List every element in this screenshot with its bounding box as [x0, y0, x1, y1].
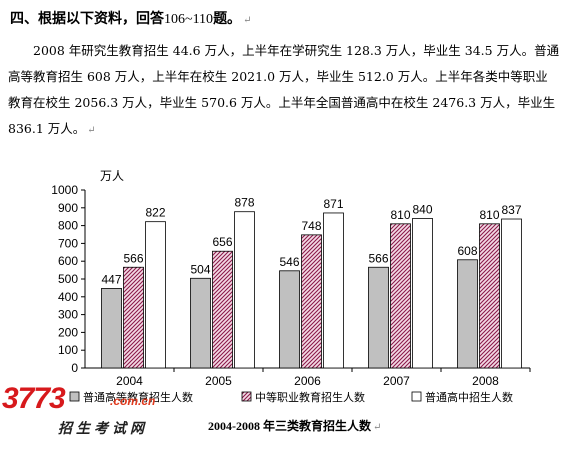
y-tick-label: 100 [58, 343, 78, 357]
legend-label-1: 中等职业教育招生人数 [255, 390, 365, 404]
return-mark-icon: ↵ [373, 422, 382, 433]
bar-data-label: 566 [368, 251, 388, 265]
bar-series-2-2006 [323, 212, 344, 369]
x-tick-label-2007: 2007 [383, 374, 410, 388]
bar-series-2-2004 [145, 221, 166, 369]
bar-data-label: 822 [145, 206, 165, 220]
x-tick-label-2006: 2006 [294, 374, 321, 388]
watermark-subtitle: 招生考试网 [58, 421, 148, 437]
legend-swatch-1 [241, 391, 252, 402]
y-tick-label: 500 [58, 272, 78, 286]
data-paragraph: 2008 年研究生教育招生 44.6 万人，上半年在学研究生 128.3 万人，… [8, 38, 560, 144]
bar-data-label: 878 [234, 196, 254, 210]
heading-suffix: 题。 [213, 11, 242, 27]
bar-series-0-2007 [368, 266, 389, 369]
bar-series-1-2006 [301, 234, 322, 369]
paragraph-text: 2008 年研究生教育招生 44.6 万人，上半年在学研究生 128.3 万人，… [8, 43, 560, 136]
y-tick-label: 400 [58, 290, 78, 304]
bar-series-1-2005 [212, 250, 233, 369]
bar-data-label: 810 [479, 208, 499, 222]
y-tick-label: 200 [58, 325, 78, 339]
y-tick-label: 700 [58, 236, 78, 250]
bar-series-0-2004 [101, 288, 122, 369]
bar-data-label: 447 [101, 272, 121, 286]
bar-data-label: 748 [301, 219, 321, 233]
y-tick-label: 1000 [51, 183, 78, 197]
y-tick-label: 800 [58, 219, 78, 233]
bar-data-label: 546 [279, 255, 299, 269]
bar-data-label: 810 [390, 208, 410, 222]
logo-number: 3773 [2, 382, 66, 415]
bar-data-label: 871 [323, 197, 343, 211]
bar-data-label: 608 [457, 244, 477, 258]
caption-text: 2004-2008 年三类教育招生人数 [208, 419, 371, 433]
return-mark-icon: ↵ [87, 125, 96, 136]
x-tick-label-2005: 2005 [205, 374, 232, 388]
bar-series-1-2007 [390, 223, 411, 369]
question-heading: 四、根据以下资料，回答106~110题。 ↵ [10, 8, 251, 28]
y-tick-label: 600 [58, 254, 78, 268]
x-tick-label-2004: 2004 [116, 374, 143, 388]
y-axis-unit-label: 万人 [100, 169, 124, 183]
x-tick-label-2008: 2008 [472, 374, 499, 388]
legend-label-2: 普通高中招生人数 [425, 390, 513, 404]
watermark-logo: 3773 .com.cn [2, 382, 155, 416]
legend-swatch-0 [69, 391, 80, 402]
heading-prefix: 四、根据以下资料，回答 [10, 11, 164, 27]
bar-series-1-2004 [123, 266, 144, 369]
bar-data-label: 504 [190, 262, 210, 276]
bar-data-label: 656 [212, 235, 232, 249]
legend-label-0: 普通高等教育招生人数 [83, 390, 193, 404]
bar-series-0-2005 [190, 277, 211, 369]
y-tick-label: 0 [71, 361, 78, 375]
y-tick-label: 300 [58, 308, 78, 322]
logo-domain: .com.cn [110, 394, 156, 408]
bar-data-label: 840 [412, 202, 432, 216]
chart-caption: 2004-2008 年三类教育招生人数 ↵ [208, 417, 381, 434]
bar-series-0-2008 [457, 259, 478, 369]
bar-series-2-2007 [412, 218, 433, 369]
y-tick-label: 900 [58, 201, 78, 215]
legend-swatch-2 [411, 391, 422, 402]
bar-data-label: 837 [501, 203, 521, 217]
bar-data-label: 566 [123, 251, 143, 265]
heading-range: 106~110 [164, 12, 214, 27]
bar-series-1-2008 [479, 223, 500, 369]
bar-series-2-2008 [501, 218, 522, 369]
bar-series-0-2006 [279, 270, 300, 369]
bar-series-2-2005 [234, 211, 255, 369]
return-mark-icon: ↵ [243, 15, 252, 26]
